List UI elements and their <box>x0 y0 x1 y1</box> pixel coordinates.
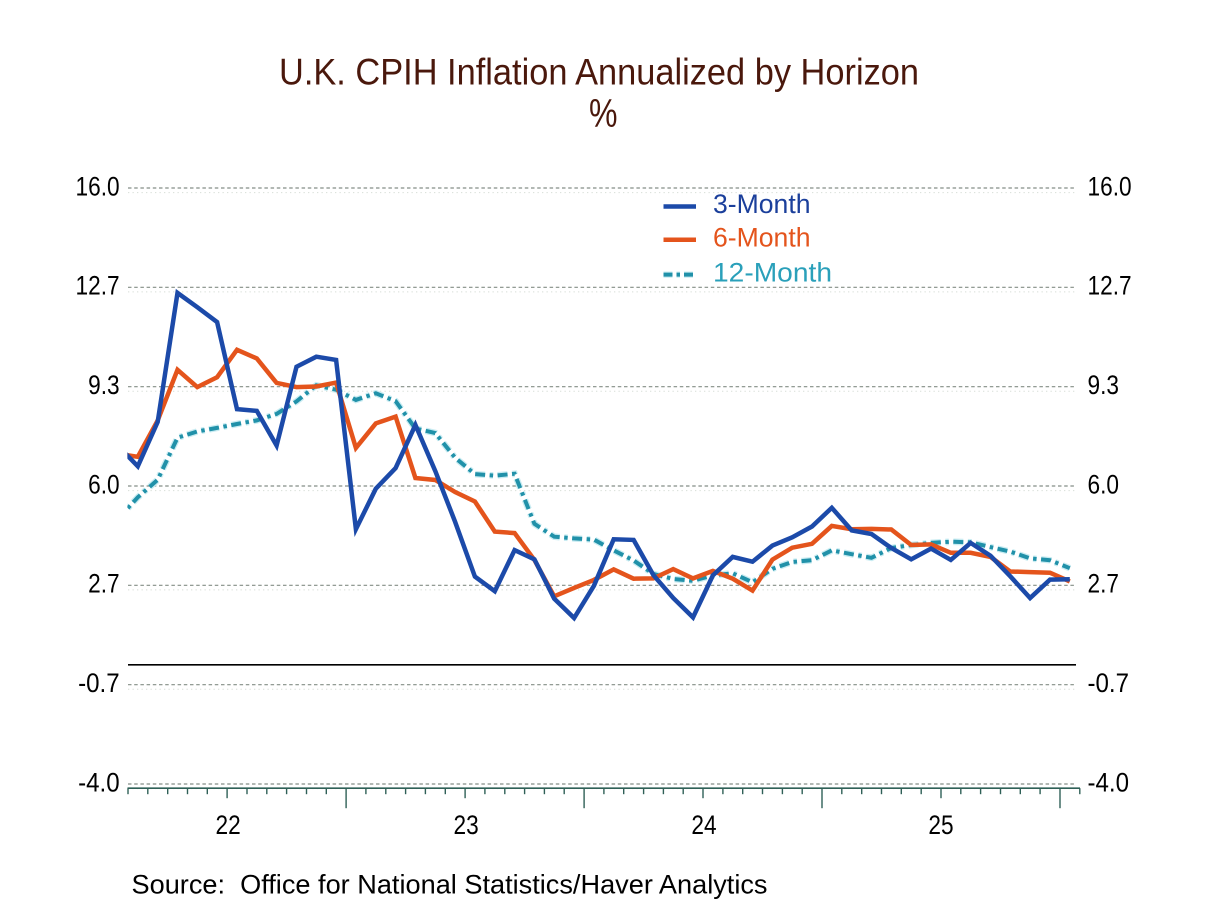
svg-text:-4.0: -4.0 <box>1088 767 1130 797</box>
svg-text:2.7: 2.7 <box>88 569 120 599</box>
svg-text:6-Month: 6-Month <box>713 222 811 252</box>
svg-text:22: 22 <box>216 810 241 840</box>
svg-text:12-Month: 12-Month <box>713 257 832 287</box>
svg-text:16.0: 16.0 <box>76 171 120 201</box>
svg-text:-0.7: -0.7 <box>78 668 120 698</box>
svg-text:12.7: 12.7 <box>76 271 120 301</box>
svg-text:9.3: 9.3 <box>1088 370 1120 400</box>
svg-text:24: 24 <box>691 810 716 840</box>
svg-text:25: 25 <box>928 810 953 840</box>
svg-text:6.0: 6.0 <box>1088 469 1120 499</box>
svg-text:23: 23 <box>454 810 479 840</box>
svg-text:U.K. CPIH Inflation Annualized: U.K. CPIH Inflation Annualized by Horizo… <box>279 51 919 93</box>
svg-text:2.7: 2.7 <box>1088 569 1120 599</box>
svg-text:-0.7: -0.7 <box>1088 668 1130 698</box>
svg-text:%: % <box>589 92 618 136</box>
svg-text:3-Month: 3-Month <box>713 189 811 219</box>
svg-text:16.0: 16.0 <box>1088 171 1132 201</box>
svg-text:-4.0: -4.0 <box>78 767 120 797</box>
svg-text:Source: Office for National S: Source: Office for National Statistics/H… <box>132 870 768 900</box>
svg-text:9.3: 9.3 <box>88 370 120 400</box>
svg-text:6.0: 6.0 <box>88 469 120 499</box>
svg-text:12.7: 12.7 <box>1088 271 1132 301</box>
